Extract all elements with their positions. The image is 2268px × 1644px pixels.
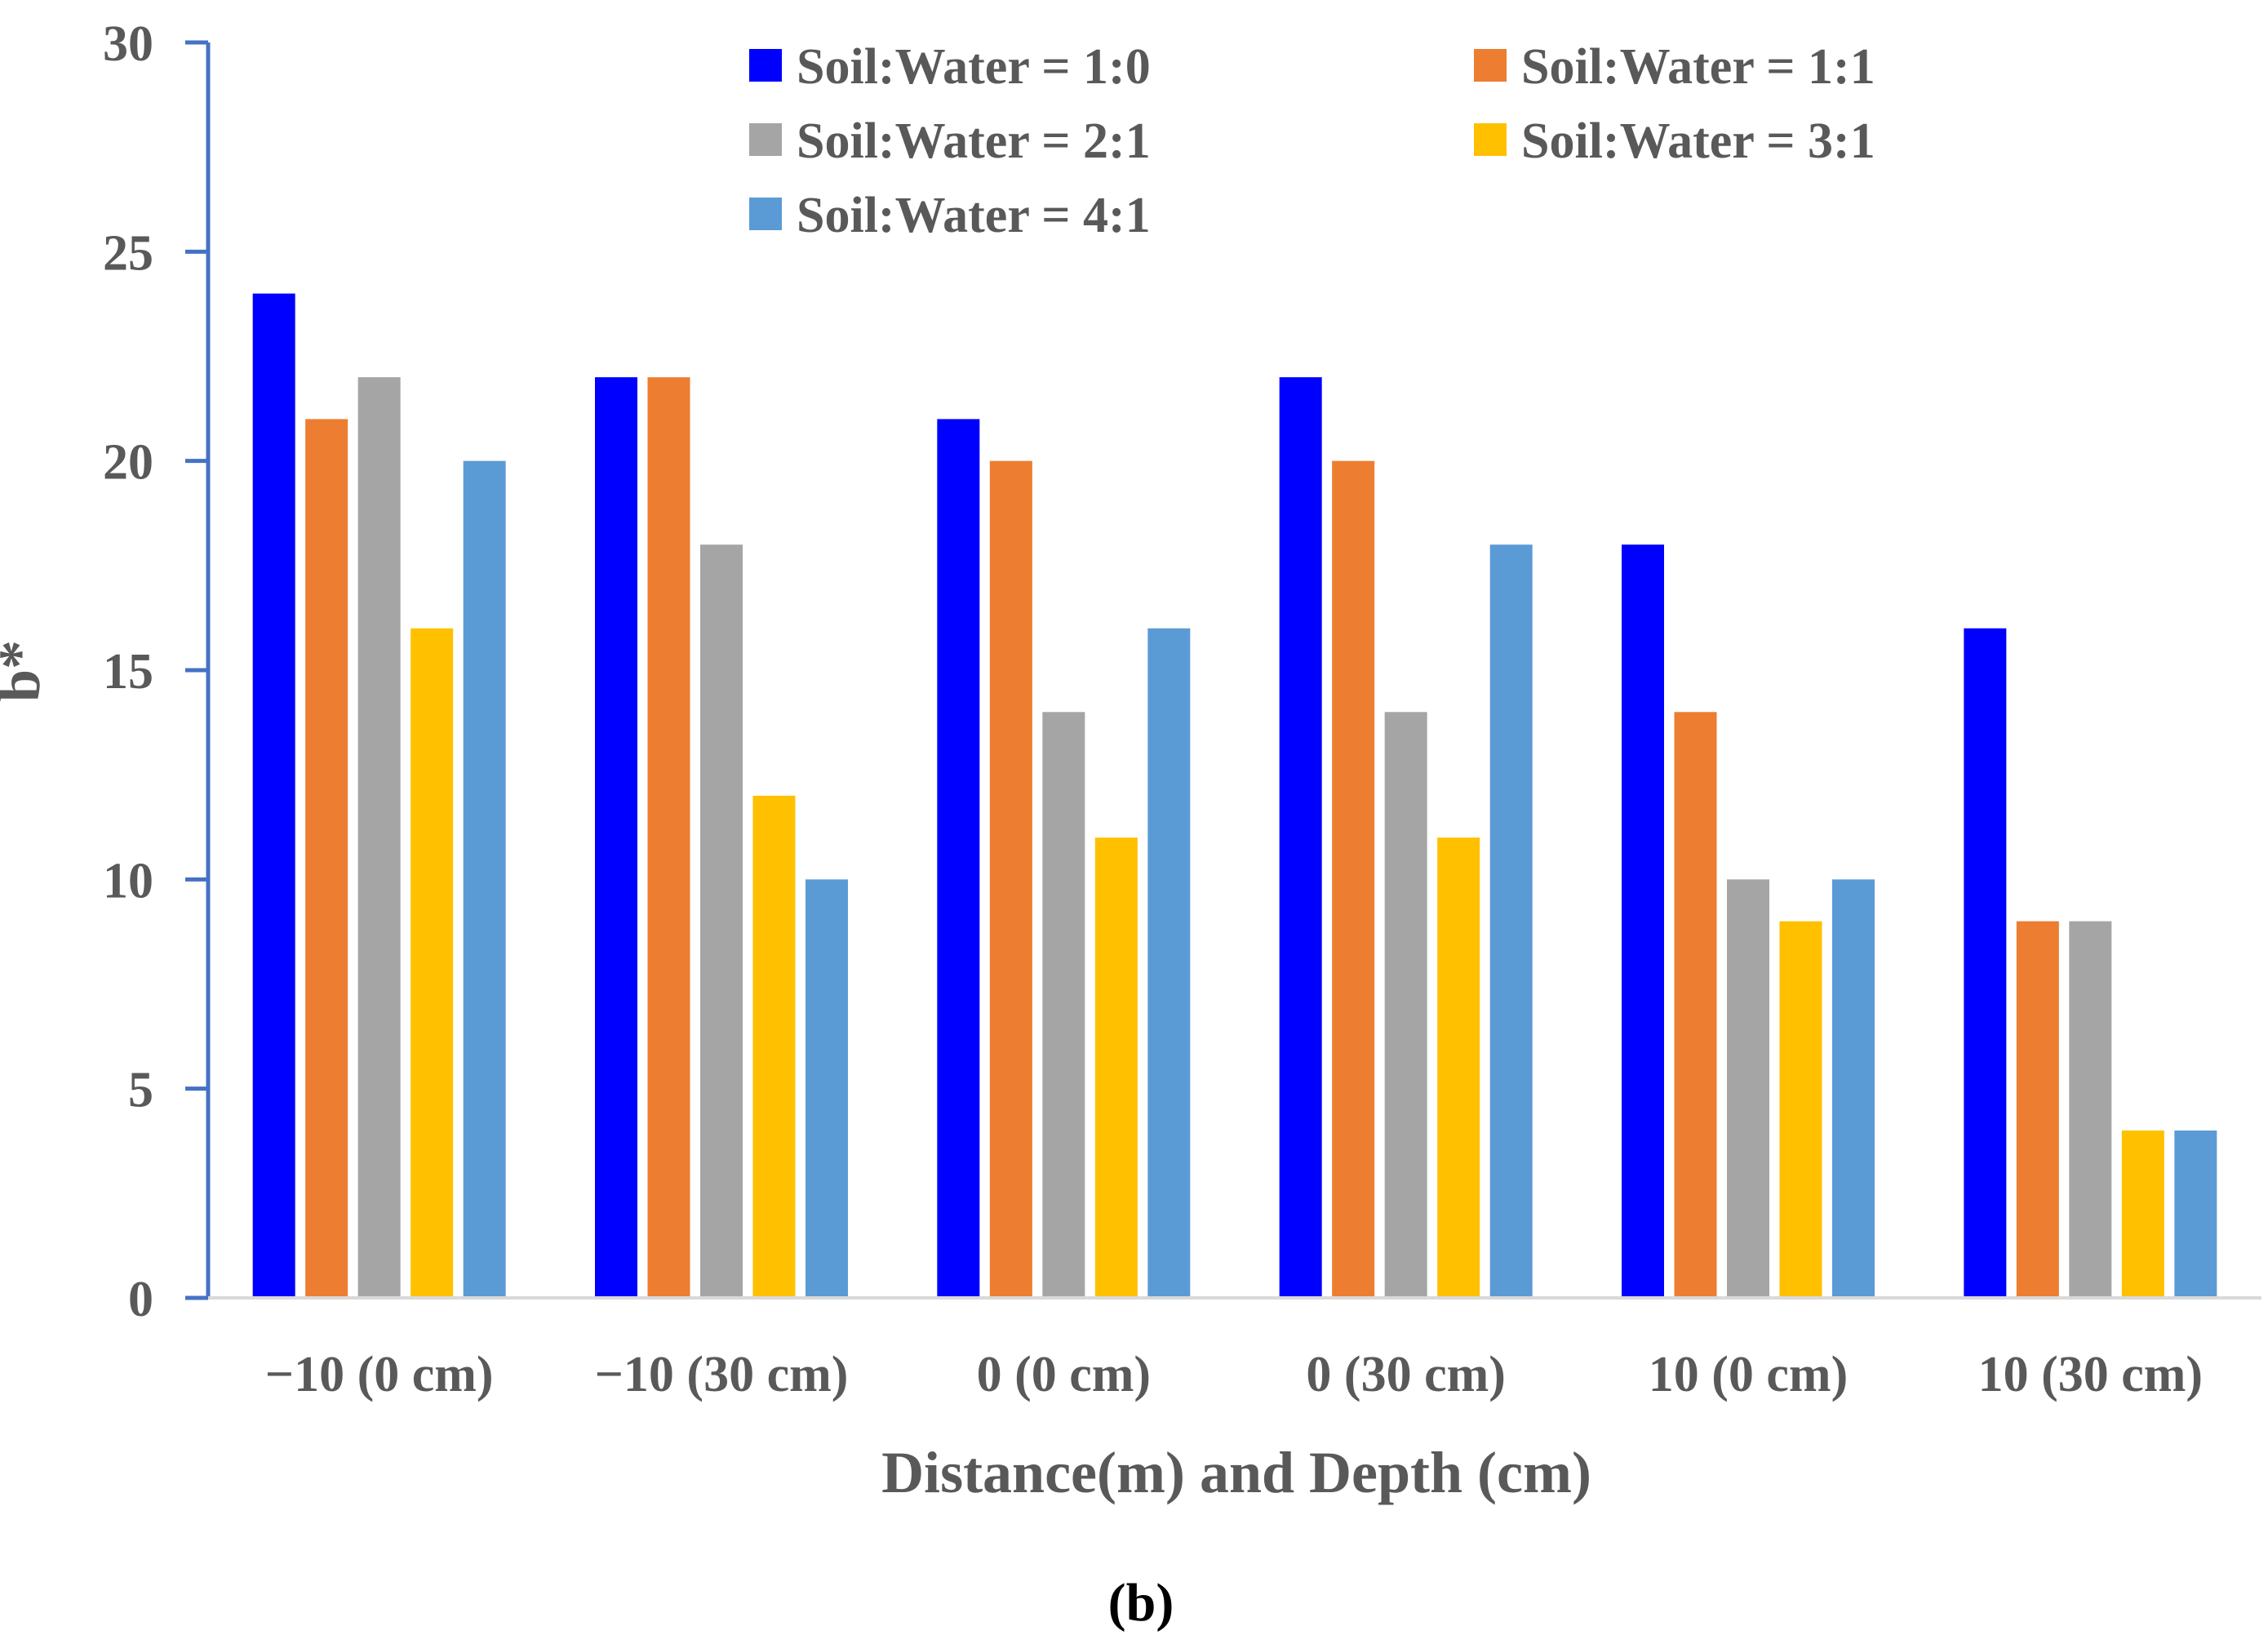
x-tick-label: 10 (30 cm) bbox=[1978, 1347, 2203, 1402]
y-tick-label: 0 bbox=[128, 1272, 153, 1327]
bar-soil-water-1-1-10-30-cm bbox=[2016, 921, 2059, 1298]
x-tick-labels: −10 (0 cm) −10 (30 cm) 0 (0 cm) 0 (30 cm) 10… bbox=[265, 1347, 2203, 1402]
bar-soil-water-3-1-10-0-cm bbox=[1779, 921, 1822, 1298]
x-axis-title: Distance(m) and Depth (cm) bbox=[881, 1440, 1591, 1505]
legend-swatch-soil-water-4-1 bbox=[749, 198, 782, 230]
bar-soil-water-1-0-0-0-cm bbox=[937, 419, 980, 1298]
bar-soil-water-3-1-10-0-cm bbox=[411, 628, 454, 1298]
y-tick-label: 25 bbox=[103, 225, 153, 281]
y-tick-label: 10 bbox=[103, 853, 153, 909]
bar-soil-water-1-1-10-0-cm bbox=[1674, 712, 1717, 1298]
bar-soil-water-1-0-0-30-cm bbox=[1279, 377, 1322, 1299]
y-tick-label: 20 bbox=[103, 435, 153, 491]
bar-soil-water-4-1-10-30-cm bbox=[2174, 1130, 2217, 1298]
legend-swatch-soil-water-1-1 bbox=[1474, 49, 1507, 82]
legend-swatch-soil-water-2-1 bbox=[749, 123, 782, 156]
x-tick-label: −10 (0 cm) bbox=[265, 1347, 494, 1402]
bar-soil-water-4-1-0-30-cm bbox=[1489, 544, 1533, 1298]
legend-swatch-soil-water-1-0 bbox=[749, 49, 782, 82]
bar-soil-water-3-1-0-0-cm bbox=[1094, 838, 1138, 1298]
bar-soil-water-1-1-0-30-cm bbox=[1332, 460, 1375, 1298]
bar-soil-water-1-1-10-0-cm bbox=[305, 419, 348, 1298]
legend: Soil:Water = 1:0 Soil:Water = 1:1 Soil:Wat… bbox=[749, 39, 1875, 243]
legend-label-soil-water-4-1: Soil:Water = 4:1 bbox=[797, 188, 1151, 243]
y-tick-label: 30 bbox=[103, 16, 153, 72]
legend-swatch-soil-water-3-1 bbox=[1474, 123, 1507, 156]
bar-soil-water-4-1-0-0-cm bbox=[1147, 628, 1191, 1298]
legend-label-soil-water-1-1: Soil:Water = 1:1 bbox=[1521, 39, 1875, 95]
bar-soil-water-4-1-10-0-cm bbox=[463, 460, 506, 1298]
bar-soil-water-2-1-10-30-cm bbox=[2069, 921, 2112, 1298]
bar-soil-water-1-0-10-30-cm bbox=[595, 377, 637, 1299]
x-tick-label: 0 (0 cm) bbox=[977, 1347, 1151, 1402]
bar-soil-water-1-1-0-0-cm bbox=[989, 460, 1032, 1298]
bar-soil-water-3-1-10-30-cm bbox=[2121, 1130, 2164, 1298]
bar-soil-water-2-1-0-0-cm bbox=[1042, 712, 1085, 1298]
bar-soil-water-3-1-10-30-cm bbox=[752, 795, 796, 1298]
x-tick-label: 0 (30 cm) bbox=[1306, 1347, 1505, 1402]
legend-label-soil-water-1-0: Soil:Water = 1:0 bbox=[797, 39, 1151, 95]
panel-label: (b) bbox=[1108, 1573, 1174, 1633]
legend-label-soil-water-2-1: Soil:Water = 2:1 bbox=[797, 113, 1151, 169]
bar-soil-water-1-1-10-30-cm bbox=[647, 377, 690, 1299]
x-tick-label: 10 (0 cm) bbox=[1649, 1347, 1848, 1402]
bar-soil-water-4-1-10-30-cm bbox=[806, 879, 848, 1298]
bars-layer bbox=[252, 293, 2217, 1299]
bar-soil-water-1-0-10-0-cm bbox=[1622, 544, 1664, 1298]
bar-soil-water-2-1-0-30-cm bbox=[1384, 712, 1427, 1298]
y-ticks: 0 5 10 15 20 25 30 bbox=[103, 16, 208, 1327]
x-tick-label: −10 (30 cm) bbox=[595, 1347, 849, 1402]
bar-soil-water-1-0-10-0-cm bbox=[252, 293, 295, 1299]
bar-soil-water-3-1-0-30-cm bbox=[1437, 838, 1480, 1298]
bar-soil-water-4-1-10-0-cm bbox=[1832, 879, 1875, 1298]
bar-soil-water-2-1-10-0-cm bbox=[1727, 879, 1769, 1298]
y-tick-label: 15 bbox=[103, 644, 153, 700]
y-tick-label: 5 bbox=[128, 1063, 153, 1118]
legend-label-soil-water-3-1: Soil:Water = 3:1 bbox=[1521, 113, 1875, 169]
bar-soil-water-2-1-10-0-cm bbox=[357, 377, 401, 1299]
bar-soil-water-2-1-10-30-cm bbox=[700, 544, 743, 1298]
bar-soil-water-1-0-10-30-cm bbox=[1964, 628, 2007, 1298]
y-axis-title: b* bbox=[0, 640, 52, 702]
